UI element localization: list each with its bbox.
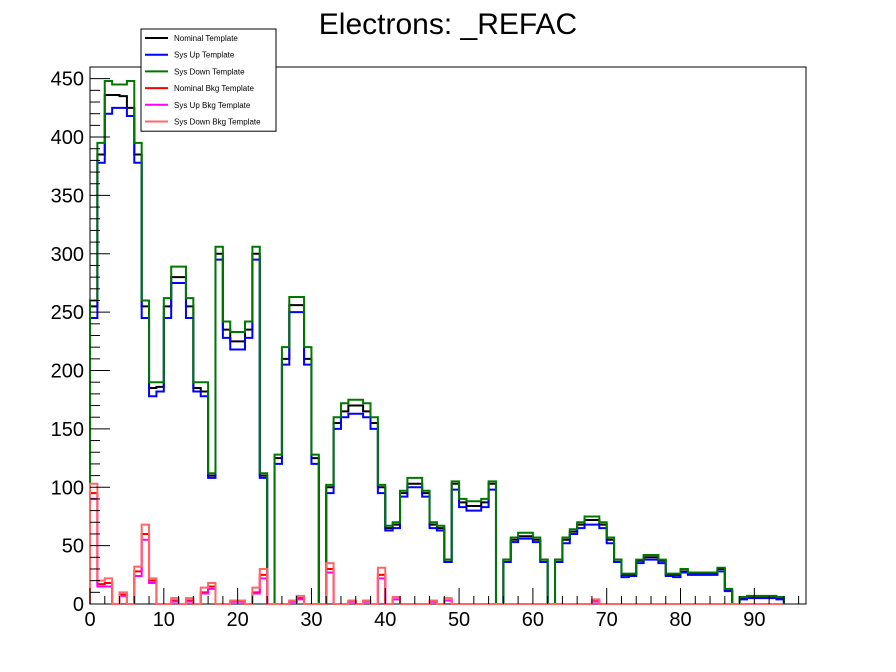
legend-box [140,28,277,132]
x-tick-label: 20 [227,609,249,631]
y-tick-label: 50 [62,536,84,558]
legend: Nominal Template Sys Up Template Sys Down … [140,28,277,132]
x-tick-label: 60 [522,609,544,631]
y-tick-label: 0 [73,594,84,616]
legend-label: Nominal Template [174,34,238,43]
legend-label: Sys Down Bkg Template [174,118,261,127]
x-tick-label: 10 [153,609,175,631]
axis-layer: 0 10 20 30 40 50 60 70 80 90 0 50 100 150 200 250 300 350… [51,69,800,631]
series-line-3 [89,80,785,605]
y-tick-label: 200 [51,361,84,383]
series-line-5 [89,497,784,605]
x-tick-label: 0 [84,609,95,631]
y-tick-label: 450 [51,69,84,91]
y-tick-label: 400 [51,127,84,149]
chart-title: Electrons: _REFAC [319,8,577,41]
x-tick-label: 30 [300,609,322,631]
series-line-4 [89,492,784,605]
legend-label: Sys Up Template [174,51,235,60]
plot-frame [89,66,807,605]
x-tick-label: 40 [374,609,396,631]
x-tick-label: 70 [596,609,618,631]
x-tick-label: 90 [743,609,765,631]
x-tick-label: 50 [448,609,470,631]
y-tick-label: 150 [51,419,84,441]
y-tick-label: 350 [51,185,84,207]
y-tick-label: 250 [51,302,84,324]
y-tick-label: 300 [51,244,84,266]
series-line-6 [89,482,784,605]
legend-label: Sys Up Bkg Template [174,101,251,110]
x-tick-label: 80 [669,609,691,631]
legend-label: Nominal Bkg Template [174,84,254,93]
series-layer [89,80,785,605]
series-line-1 [89,94,785,605]
legend-label: Sys Down Template [174,67,245,76]
y-tick-label: 100 [51,477,84,499]
